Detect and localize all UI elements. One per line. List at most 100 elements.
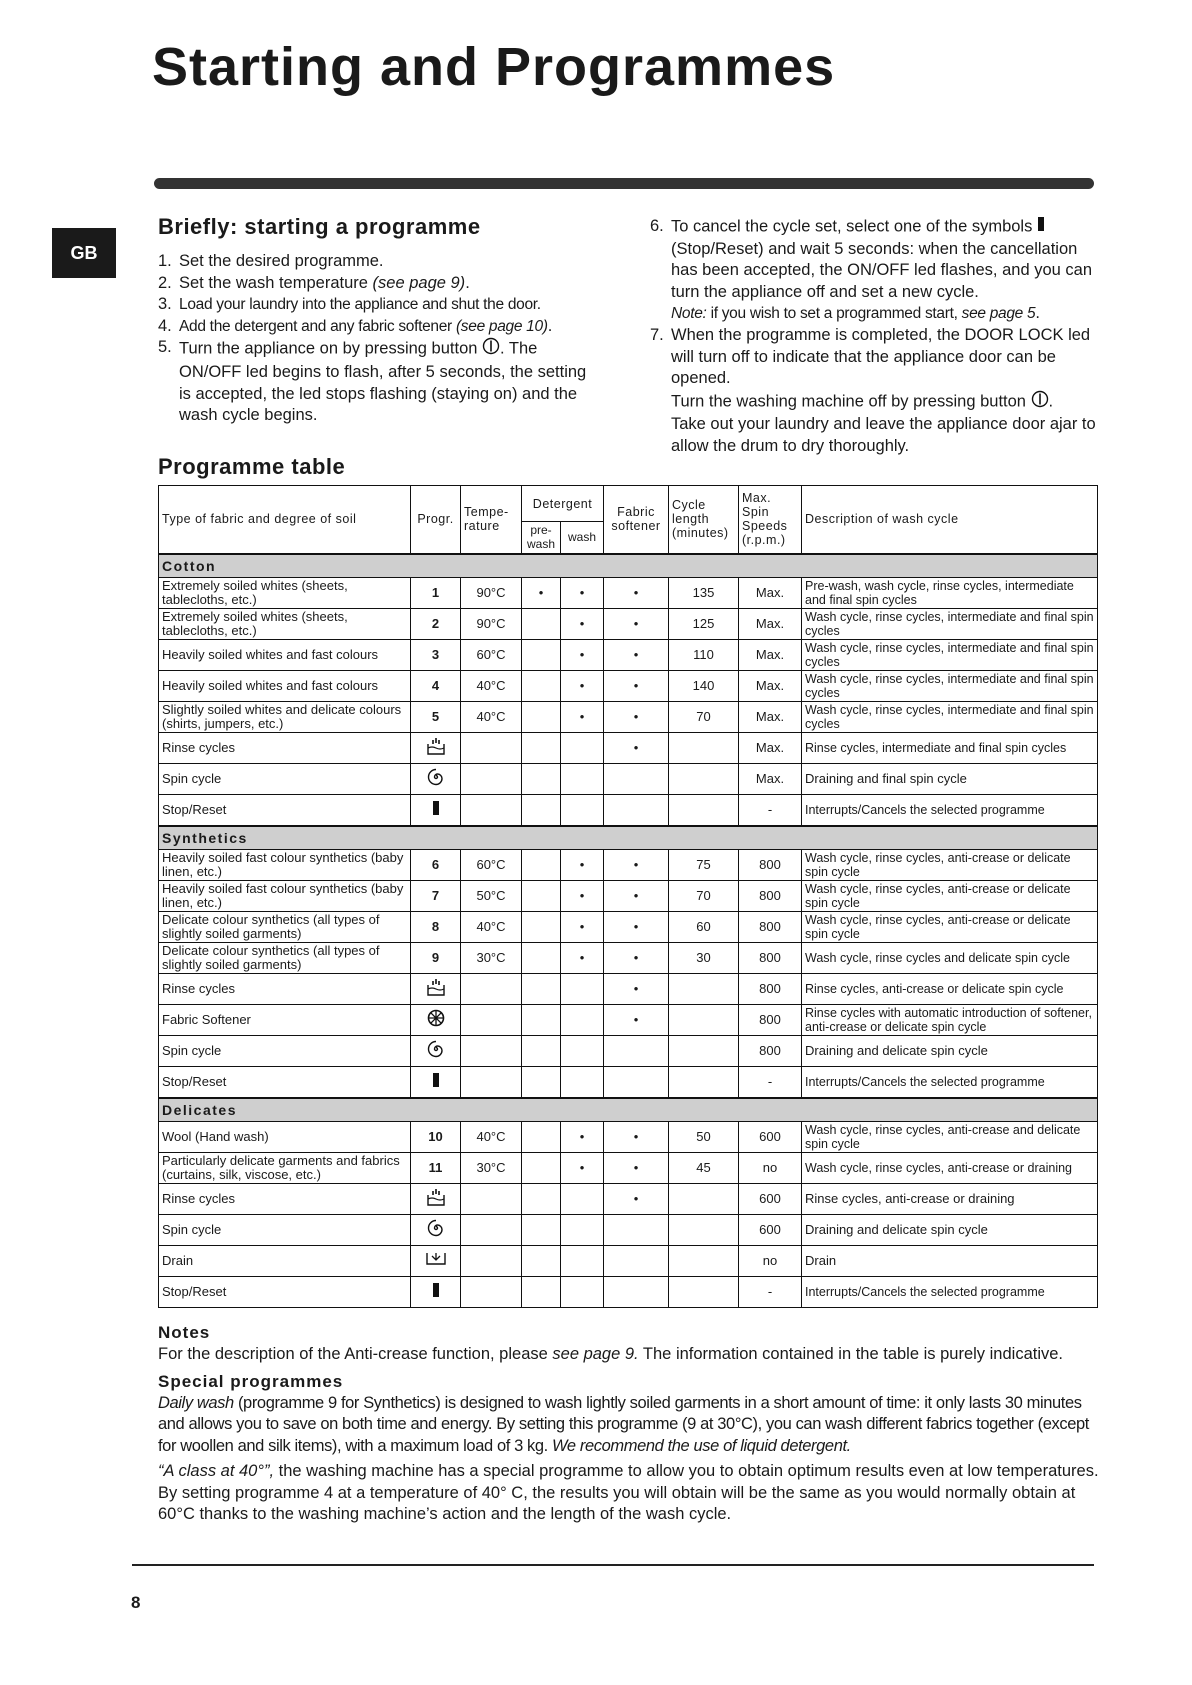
cell-length: 110 (668, 638, 739, 671)
cell-length (668, 793, 739, 826)
table-row: Heavily soiled fast colour synthetics (b… (158, 848, 1098, 881)
cell-wash (560, 1034, 604, 1067)
cell-spin: Max. (738, 700, 802, 733)
header-detergent: Detergent (521, 485, 604, 522)
programme-table-heading: Programme table (158, 454, 346, 479)
spin-icon (427, 768, 445, 789)
step-item: 5. Turn the appliance on by pressing but… (158, 337, 598, 426)
cell-spin: 800 (738, 879, 802, 912)
cell-progr: 4 (410, 669, 461, 702)
power-icon (1031, 390, 1049, 415)
rinse-icon (426, 1187, 446, 1210)
cell-desc: Rinse cycles, anti-crease or delicate sp… (801, 972, 1098, 1005)
drain-icon (425, 1250, 447, 1271)
briefly-steps: 1. Set the desired programme. 2. Set the … (158, 251, 598, 427)
cell-fabric: Rinse cycles (158, 1182, 411, 1215)
cell-temp: 90°C (460, 576, 522, 609)
table-row: Spin cycle 600 Draining and delicate spin … (158, 1213, 1098, 1246)
spin-icon (427, 1219, 445, 1240)
section-title: Delicates (158, 1096, 1098, 1122)
cell-fabric: Fabric Softener (158, 1003, 411, 1036)
cell-desc: Wash cycle, rinse cycles, anti-crease or… (801, 848, 1098, 881)
cell-softener: • (603, 1151, 669, 1184)
table-row: Extremely soiled whites (sheets, tablecl… (158, 607, 1098, 640)
cell-progr (410, 972, 461, 1005)
cell-progr (410, 731, 461, 764)
text-segment: Set the desired programme. (179, 252, 384, 270)
table-row: Wool (Hand wash) 10 40°C • • 50 600 Wash cycle,… (158, 1120, 1098, 1153)
table-row: Extremely soiled whites (sheets, tablecl… (158, 576, 1098, 609)
cell-progr: 1 (410, 576, 461, 609)
cell-length: 125 (668, 607, 739, 640)
cell-softener: • (603, 1120, 669, 1153)
cell-length (668, 1003, 739, 1036)
cell-length: 50 (668, 1120, 739, 1153)
section-row: Synthetics (158, 824, 1098, 850)
cell-spin: Max. (738, 576, 802, 609)
cell-wash (560, 762, 604, 795)
cell-spin: - (738, 1065, 802, 1098)
table-row: Spin cycle 800 Draining and delicate spin … (158, 1034, 1098, 1067)
cell-progr (410, 1244, 461, 1277)
stop-icon (1037, 216, 1045, 239)
cell-progr: 8 (410, 910, 461, 943)
cell-desc: Wash cycle, rinse cycles and delicate sp… (801, 941, 1098, 974)
cell-temp (460, 972, 522, 1005)
step-item: 4. Add the detergent and any fabric soft… (158, 316, 598, 338)
cell-temp (460, 1182, 522, 1215)
text-segment: For the description of the Anti-crease f… (158, 1344, 553, 1363)
text-segment: . (465, 273, 470, 292)
cell-progr (410, 762, 461, 795)
programme-table: Type of fabric and degree of soil Progr.… (158, 485, 1098, 1308)
cell-fabric: Heavily soiled fast colour synthetics (b… (158, 848, 411, 881)
table-row: Heavily soiled fast colour synthetics (b… (158, 879, 1098, 912)
section-title: Synthetics (158, 824, 1098, 850)
cell-progr: 6 (410, 848, 461, 881)
cell-wash: • (560, 848, 604, 881)
softener-icon (427, 1009, 445, 1030)
cell-desc: Rinse cycles, intermediate and final spi… (801, 731, 1098, 764)
text-segment: To cancel the cycle set, select one of t… (671, 217, 1037, 236)
text-segment: We recommend the use of liquid detergent… (552, 1436, 851, 1455)
cell-temp: 40°C (460, 910, 522, 943)
table-row: Drain no Drain (158, 1244, 1098, 1277)
cell-wash (560, 1275, 604, 1308)
cell-progr: 7 (410, 879, 461, 912)
table-row: Stop/Reset - Interrupts/Cancels the select… (158, 793, 1098, 826)
table-row: Slightly soiled whites and delicate colo… (158, 700, 1098, 733)
section-row: Delicates (158, 1096, 1098, 1122)
cell-wash: • (560, 1120, 604, 1153)
cell-spin: 600 (738, 1120, 802, 1153)
cell-fabric: Extremely soiled whites (sheets, tablecl… (158, 576, 411, 609)
language-tab: GB (52, 228, 116, 278)
text-segment: see page 9. (552, 1344, 639, 1363)
table-row: Delicate colour synthetics (all types of… (158, 941, 1098, 974)
cell-progr (410, 1065, 461, 1098)
cell-desc: Wash cycle, rinse cycles, intermediate a… (801, 700, 1098, 733)
text-segment: (programme 9 for Synthetics) is designed… (158, 1393, 1089, 1455)
cell-desc: Wash cycle, rinse cycles, anti-crease or… (801, 1151, 1098, 1184)
text-segment: if you wish to set a programmed start, (706, 305, 962, 323)
spin-icon (427, 1040, 445, 1061)
cell-spin: 800 (738, 910, 802, 943)
cell-softener: • (603, 638, 669, 671)
cell-prewash (521, 879, 561, 912)
header-prewash: pre-wash (521, 521, 561, 554)
cell-spin: Max. (738, 607, 802, 640)
cell-softener (603, 793, 669, 826)
cell-prewash (521, 1151, 561, 1184)
step-number: 5. (158, 338, 172, 357)
table-row: Delicate colour synthetics (all types of… (158, 910, 1098, 943)
cell-prewash (521, 848, 561, 881)
cell-temp: 40°C (460, 700, 522, 733)
cell-temp: 90°C (460, 607, 522, 640)
cell-desc: Rinse cycles, anti-crease or draining (801, 1182, 1098, 1215)
cell-softener (603, 1034, 669, 1067)
header-wash: wash (560, 521, 604, 554)
cell-desc: Interrupts/Cancels the selected programm… (801, 793, 1098, 826)
cell-desc: Wash cycle, rinse cycles, intermediate a… (801, 607, 1098, 640)
cell-desc: Wash cycle, rinse cycles, intermediate a… (801, 638, 1098, 671)
header-temperature: Tempe-rature (460, 485, 522, 554)
text-segment: . The ON/OFF led begins to flash, after … (179, 340, 587, 425)
stop-icon (432, 1282, 440, 1301)
